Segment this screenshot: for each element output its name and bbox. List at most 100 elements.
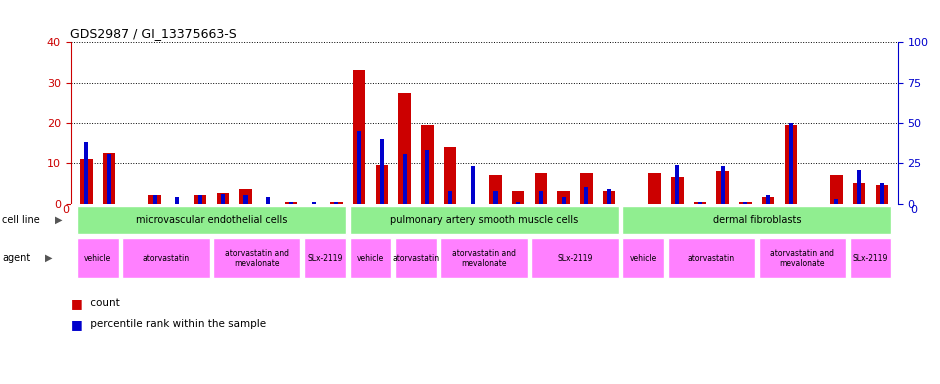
Text: pulmonary artery smooth muscle cells: pulmonary artery smooth muscle cells <box>390 215 578 225</box>
Text: vehicle: vehicle <box>85 254 112 263</box>
Text: GSM215330: GSM215330 <box>627 205 636 251</box>
Text: GSM215327: GSM215327 <box>559 205 568 251</box>
Text: GSM215310: GSM215310 <box>400 205 409 251</box>
Text: atorvastatin and
mevalonate: atorvastatin and mevalonate <box>452 248 516 268</box>
Text: atorvastatin: atorvastatin <box>688 254 735 263</box>
Text: GSM215324: GSM215324 <box>491 205 500 251</box>
Text: GSM215296: GSM215296 <box>332 205 341 251</box>
Text: GSM215339: GSM215339 <box>832 205 841 251</box>
Text: GSM215294: GSM215294 <box>287 205 295 251</box>
Bar <box>857 170 861 204</box>
Bar <box>285 202 297 204</box>
Text: GSM215333: GSM215333 <box>696 205 704 251</box>
Text: SLx-2119: SLx-2119 <box>557 254 593 263</box>
Text: atorvastatin and
mevalonate: atorvastatin and mevalonate <box>225 248 289 268</box>
Bar <box>444 147 456 204</box>
Bar <box>107 154 111 204</box>
Bar <box>85 142 88 204</box>
Bar <box>266 197 271 204</box>
Bar <box>152 195 157 204</box>
Text: atorvastatin: atorvastatin <box>142 254 190 263</box>
Text: count: count <box>87 298 120 308</box>
Bar <box>835 199 838 204</box>
Bar <box>240 189 252 204</box>
Text: GSM215338: GSM215338 <box>809 205 818 251</box>
Bar <box>789 123 793 204</box>
Text: GSM215244: GSM215244 <box>104 205 114 251</box>
Text: agent: agent <box>2 253 30 263</box>
Text: GSM215340: GSM215340 <box>854 205 864 251</box>
Text: GSM215325: GSM215325 <box>513 205 523 251</box>
Bar <box>122 238 210 278</box>
Text: atorvastatin: atorvastatin <box>392 254 440 263</box>
Text: vehicle: vehicle <box>630 254 657 263</box>
Bar <box>221 194 225 204</box>
Bar <box>149 195 161 204</box>
Text: GSM215344: GSM215344 <box>196 205 205 251</box>
Bar <box>697 202 702 204</box>
Bar <box>399 93 411 204</box>
Bar <box>607 189 611 204</box>
Text: GSM215332: GSM215332 <box>673 205 682 251</box>
Bar <box>585 187 588 204</box>
Text: GSM215328: GSM215328 <box>582 205 591 251</box>
Bar <box>667 238 755 278</box>
Text: vehicle: vehicle <box>357 254 384 263</box>
Text: GSM215313: GSM215313 <box>468 205 478 251</box>
Text: GSM215326: GSM215326 <box>537 205 545 251</box>
Bar <box>830 175 842 204</box>
Text: GSM215295: GSM215295 <box>309 205 318 251</box>
Text: GSM215337: GSM215337 <box>787 205 795 251</box>
Text: ▶: ▶ <box>45 253 53 263</box>
Bar <box>880 182 884 204</box>
Text: 0: 0 <box>910 205 917 215</box>
Bar <box>395 238 437 278</box>
Bar <box>762 197 775 204</box>
Text: GSM215283: GSM215283 <box>218 205 227 251</box>
Bar <box>102 153 116 204</box>
Bar <box>675 165 680 204</box>
Bar <box>330 202 343 204</box>
Bar <box>494 190 497 204</box>
Bar <box>716 171 728 204</box>
Bar <box>243 195 247 204</box>
Text: GSM215335: GSM215335 <box>741 205 750 251</box>
Bar <box>421 125 433 204</box>
Text: ▶: ▶ <box>55 215 62 225</box>
Bar <box>557 192 570 204</box>
Text: GSM215336: GSM215336 <box>763 205 773 251</box>
Bar <box>531 238 619 278</box>
Bar <box>603 192 616 204</box>
Bar <box>739 202 752 204</box>
Bar <box>350 238 391 278</box>
Bar <box>875 185 888 204</box>
Bar <box>671 177 683 204</box>
Text: GSM215331: GSM215331 <box>650 205 659 251</box>
Bar <box>335 202 338 204</box>
Text: dermal fibroblasts: dermal fibroblasts <box>713 215 801 225</box>
Bar <box>213 238 301 278</box>
Bar <box>721 166 725 204</box>
Bar <box>489 175 502 204</box>
Text: ■: ■ <box>70 318 83 331</box>
Bar <box>759 238 846 278</box>
Text: GSM215329: GSM215329 <box>604 205 614 251</box>
Text: percentile rank within the sample: percentile rank within the sample <box>87 319 267 329</box>
Bar <box>512 192 525 204</box>
Bar <box>448 190 452 204</box>
Bar <box>853 184 866 204</box>
Bar <box>694 202 706 204</box>
Bar <box>289 202 293 204</box>
Bar <box>357 131 361 204</box>
Bar <box>561 197 566 204</box>
Bar <box>77 238 118 278</box>
Text: GSM214810: GSM214810 <box>82 205 91 251</box>
Text: GSM215282: GSM215282 <box>173 205 181 251</box>
Text: ■: ■ <box>70 297 83 310</box>
Text: atorvastatin and
mevalonate: atorvastatin and mevalonate <box>770 248 835 268</box>
Bar <box>80 159 93 204</box>
Text: GSM215341: GSM215341 <box>877 205 886 251</box>
Text: GDS2987 / GI_13375663-S: GDS2987 / GI_13375663-S <box>70 27 237 40</box>
Text: GSM215312: GSM215312 <box>446 205 455 251</box>
Bar <box>380 139 384 204</box>
